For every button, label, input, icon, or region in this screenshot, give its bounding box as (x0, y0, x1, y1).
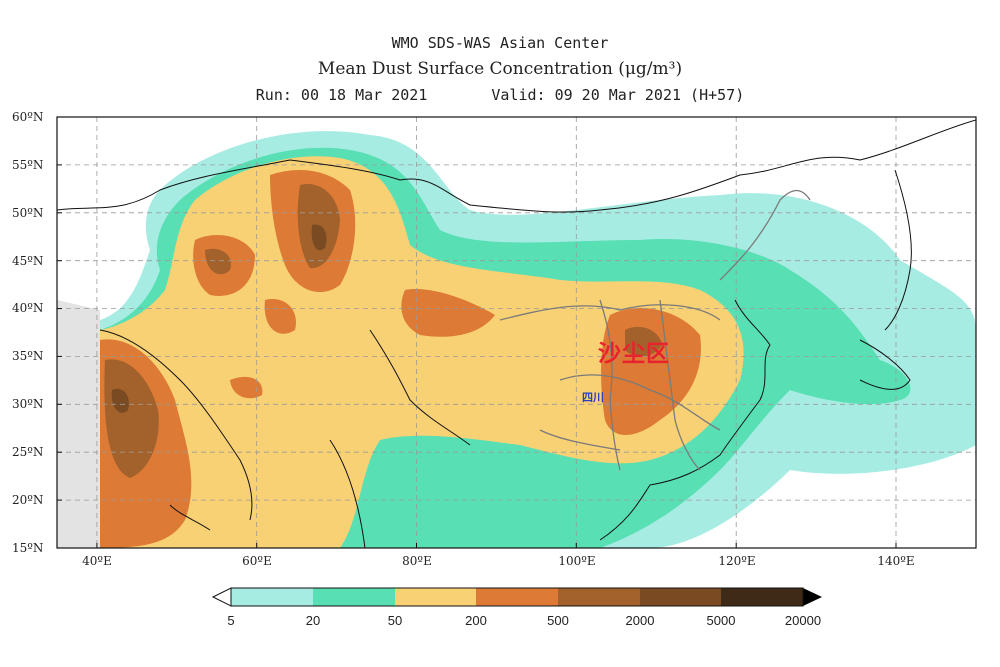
colorbar-label: 2000 (625, 613, 655, 628)
colorbar-label: 50 (387, 613, 403, 628)
map-title: Mean Dust Surface Concentration (μg/m³) (317, 59, 683, 79)
map-frame (56, 116, 977, 549)
lat-label: 30ºN (12, 397, 44, 411)
lat-label: 60ºN (12, 110, 44, 124)
colorbar-label: 5000 (706, 613, 736, 628)
dust-region-label: 沙尘区 (598, 341, 670, 367)
colorbar-high-arrow (803, 588, 822, 606)
concentration-field (57, 117, 976, 548)
lon-label: 120ºE (718, 554, 756, 568)
sichuan-label: 四川 (582, 391, 604, 404)
coastlines (57, 119, 976, 548)
no-data-area (57, 300, 100, 548)
lat-label: 45ºN (12, 254, 44, 268)
colorbar-label: 5 (227, 613, 235, 628)
lon-label: 100ºE (558, 554, 596, 568)
run-text: Run: 00 18 Mar 2021 (255, 86, 428, 104)
colorbar-bin-5 (558, 588, 640, 606)
colorbar-bin-1 (231, 588, 313, 606)
colorbar-bin-6 (640, 588, 721, 606)
grid-lines (57, 117, 976, 548)
colorbar-label: 200 (465, 613, 487, 628)
lat-label: 35ºN (12, 349, 44, 363)
run-valid-line: Run: 00 18 Mar 2021 Valid: 09 20 Mar 2021… (0, 86, 1000, 104)
lat-label: 55ºN (12, 158, 44, 172)
colorbar (211, 587, 822, 607)
lat-label: 25ºN (12, 445, 44, 459)
lon-label: 80ºE (402, 554, 432, 568)
lon-label: 140ºE (877, 554, 915, 568)
colorbar-bin-4 (476, 588, 558, 606)
valid-text: Valid: 09 20 Mar 2021 (H+57) (491, 86, 745, 104)
colorbar-label: 20000 (784, 613, 822, 628)
lat-label: 40ºN (12, 301, 44, 315)
province-borders (499, 189, 811, 471)
lat-label: 15ºN (12, 541, 44, 555)
lat-label: 20ºN (12, 493, 44, 507)
colorbar-bin-2 (313, 588, 395, 606)
colorbar-label: 500 (547, 613, 569, 628)
center-name: WMO SDS-WAS Asian Center (391, 34, 609, 52)
lon-label: 40ºE (82, 554, 112, 568)
lon-label: 60ºE (242, 554, 272, 568)
colorbar-low-arrow (211, 587, 232, 607)
colorbar-bin-3 (395, 588, 476, 606)
axis-ticks (57, 116, 897, 549)
colorbar-bin-7 (721, 588, 803, 606)
lat-label: 50ºN (12, 206, 44, 220)
colorbar-label: 20 (305, 613, 321, 628)
